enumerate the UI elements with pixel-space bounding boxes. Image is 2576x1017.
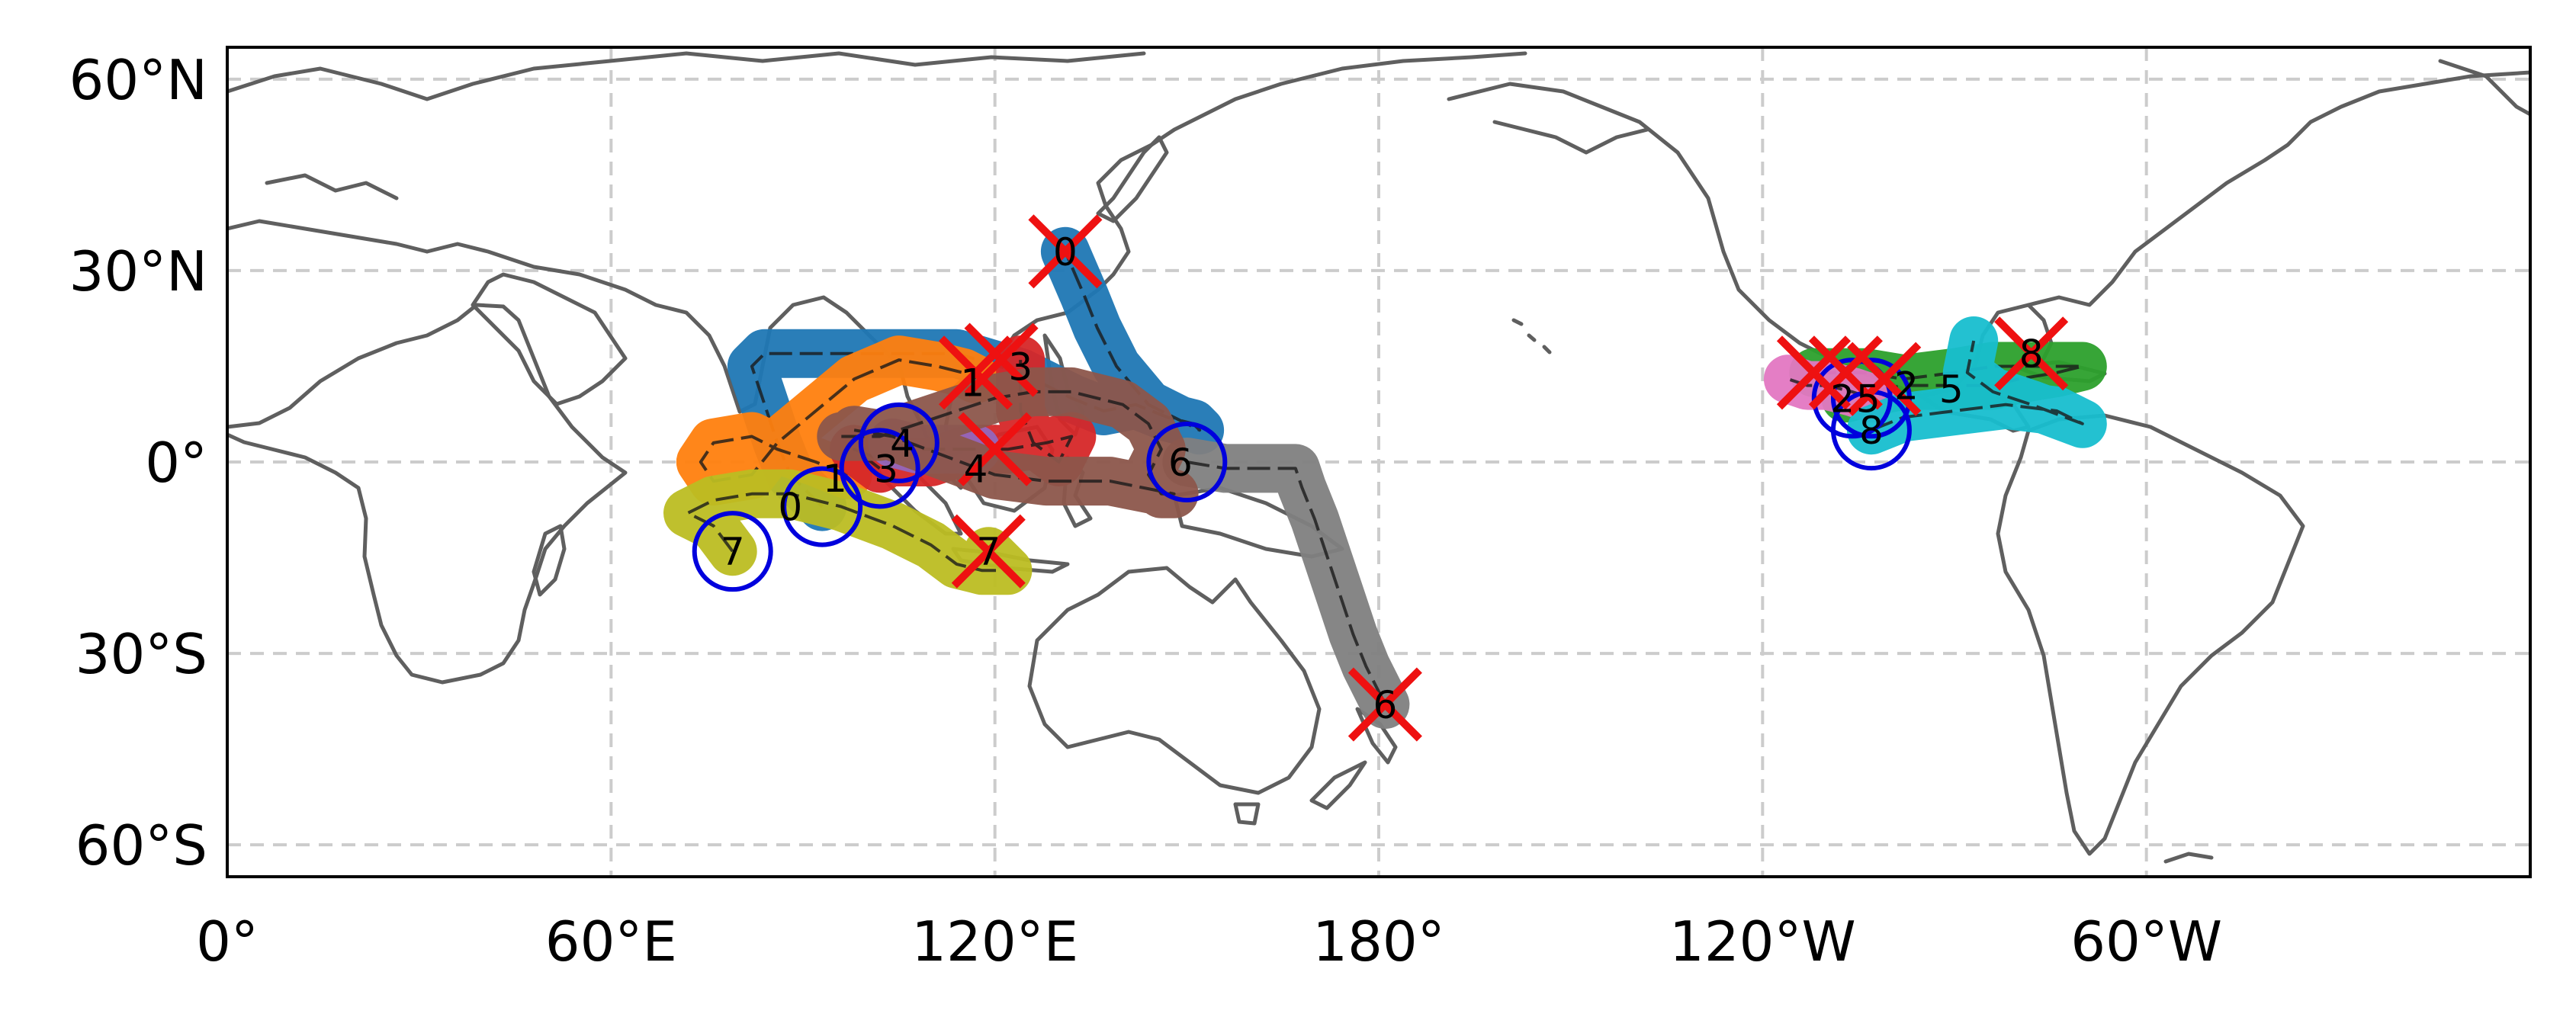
- track-end-label: 7: [976, 530, 1001, 574]
- y-axis-tick-labels: 60°N 30°N 0° 30°S 60°S: [69, 48, 207, 877]
- storm-track-centerline: [1186, 460, 1387, 705]
- track-start-circle: [858, 402, 940, 483]
- track-end-label: 8: [2019, 332, 2044, 377]
- track-start-label: 6: [1168, 441, 1193, 485]
- coastline-mediterranean: [227, 173, 429, 254]
- track-end-label: 2: [1894, 364, 1919, 409]
- coastline-japan: [1096, 135, 1169, 223]
- x-axis-tick-labels: 0° 60°E 120°E 180° 120°W 60°W: [196, 910, 2222, 974]
- coastline-hawaii: [1511, 318, 1552, 355]
- track-start-label: 1: [823, 457, 847, 501]
- storm-track-centerline: [1871, 340, 2084, 432]
- track-end-label: 5: [1939, 367, 1964, 412]
- track-start-label: 3: [874, 447, 898, 491]
- track-end-label: 1: [960, 361, 984, 405]
- track-start-label: 7: [721, 530, 745, 574]
- track-end-marker: [964, 322, 1039, 397]
- track-end-marker: [1847, 342, 1922, 416]
- track-end-marker: [951, 514, 1026, 589]
- y-tick-label: 0°: [145, 431, 207, 495]
- x-tick-label: 180°: [1312, 910, 1444, 974]
- y-tick-label: 60°N: [69, 48, 207, 112]
- track-end-marker: [1994, 316, 2069, 391]
- x-tick-label: 120°E: [911, 910, 1078, 974]
- coastline-australia: [1027, 566, 1322, 795]
- track-start-label: 2: [1830, 377, 1855, 421]
- y-tick-label: 60°S: [75, 813, 207, 877]
- storm-tracks: [663, 226, 2107, 729]
- start-circles: [692, 358, 1912, 592]
- coastline-greenland: [2438, 59, 2530, 117]
- track-end-label: 6: [1373, 683, 1397, 727]
- x-tick-label: 60°E: [545, 910, 677, 974]
- coastline-tasmania: [1233, 802, 1261, 826]
- track-end-label: 4: [964, 447, 988, 491]
- track-end-label: 0: [1053, 230, 1078, 274]
- track-start-label: 4: [890, 422, 914, 466]
- y-tick-label: 30°N: [69, 239, 207, 303]
- coastline-madagascar: [532, 524, 567, 597]
- storm-track-centerline: [686, 492, 1010, 573]
- track-start-circle: [692, 511, 773, 592]
- x-tick-label: 60°W: [2070, 910, 2222, 974]
- track-start-label: 0: [778, 486, 802, 530]
- track-end-marker: [1347, 667, 1422, 742]
- track-start-circle: [1830, 358, 1912, 439]
- track-end-marker: [938, 335, 1013, 410]
- end-markers: [938, 214, 2069, 742]
- track-start-circle: [1146, 422, 1228, 502]
- storm-track-centerline: [841, 390, 1176, 496]
- track-end-marker: [1776, 335, 1851, 410]
- x-tick-label: 120°W: [1669, 910, 1856, 974]
- coastline-africa: [227, 303, 628, 685]
- track-start-circle: [839, 428, 920, 509]
- track-start-label: 8: [1859, 409, 1884, 453]
- y-tick-label: 30°S: [75, 622, 207, 686]
- track-end-marker: [1028, 214, 1103, 289]
- track-start-label: 5: [1856, 377, 1881, 421]
- coastline-arabia: [471, 272, 628, 406]
- x-tick-label: 0°: [196, 910, 259, 974]
- coastline-south-america: [1996, 413, 2305, 856]
- coastline-eurasia-north: [227, 51, 1146, 101]
- track-end-marker: [958, 412, 1033, 486]
- coastline-antarctic-islands: [2163, 852, 2214, 864]
- track-start-circle: [782, 466, 863, 547]
- coastline-alaska: [1492, 120, 1649, 155]
- map-frame: [226, 46, 2532, 878]
- track-end-label: 3: [1008, 345, 1033, 389]
